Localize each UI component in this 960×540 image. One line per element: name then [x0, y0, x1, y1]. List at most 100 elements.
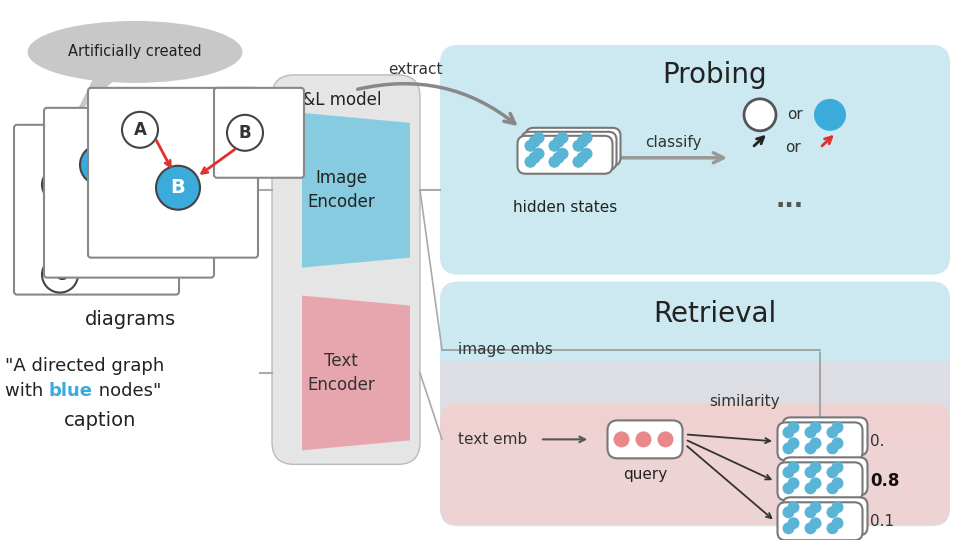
- FancyBboxPatch shape: [214, 88, 304, 178]
- Text: blue: blue: [48, 382, 92, 401]
- Circle shape: [787, 461, 800, 474]
- Circle shape: [804, 442, 817, 454]
- Circle shape: [581, 132, 592, 144]
- FancyBboxPatch shape: [778, 462, 862, 500]
- FancyBboxPatch shape: [517, 136, 612, 174]
- Text: caption: caption: [63, 411, 136, 430]
- Circle shape: [636, 431, 652, 447]
- Circle shape: [135, 195, 175, 235]
- Circle shape: [787, 421, 800, 434]
- Text: extract: extract: [388, 63, 443, 77]
- Circle shape: [524, 156, 537, 168]
- Circle shape: [831, 477, 844, 489]
- Text: ...: ...: [776, 188, 804, 212]
- Circle shape: [557, 132, 568, 144]
- Bar: [440, 361, 950, 441]
- Text: nodes": nodes": [93, 382, 161, 401]
- Circle shape: [831, 501, 844, 513]
- FancyBboxPatch shape: [440, 403, 950, 525]
- Circle shape: [577, 136, 588, 148]
- Circle shape: [557, 148, 568, 160]
- Text: diagrams: diagrams: [84, 309, 176, 328]
- Circle shape: [827, 507, 838, 518]
- FancyBboxPatch shape: [782, 457, 868, 495]
- Circle shape: [529, 136, 540, 148]
- Circle shape: [787, 477, 800, 489]
- Circle shape: [782, 522, 795, 534]
- FancyBboxPatch shape: [782, 417, 868, 455]
- FancyBboxPatch shape: [44, 108, 214, 278]
- Polygon shape: [302, 113, 410, 268]
- Circle shape: [804, 507, 817, 518]
- Text: similarity: similarity: [709, 394, 780, 409]
- Circle shape: [831, 421, 844, 434]
- Text: query: query: [623, 467, 667, 482]
- Text: A: A: [93, 156, 107, 174]
- FancyBboxPatch shape: [778, 422, 862, 460]
- Circle shape: [809, 477, 822, 489]
- Circle shape: [533, 148, 544, 160]
- Circle shape: [814, 99, 846, 131]
- Text: or: or: [785, 140, 801, 156]
- Text: "A directed graph: "A directed graph: [5, 357, 164, 375]
- Text: Artificially created: Artificially created: [68, 44, 202, 59]
- Polygon shape: [302, 295, 410, 450]
- FancyBboxPatch shape: [14, 125, 179, 295]
- Circle shape: [787, 517, 800, 529]
- Circle shape: [827, 427, 838, 438]
- Circle shape: [782, 467, 795, 478]
- Circle shape: [572, 140, 585, 152]
- Circle shape: [831, 517, 844, 529]
- FancyBboxPatch shape: [608, 421, 683, 458]
- Circle shape: [809, 461, 822, 474]
- Text: C: C: [54, 266, 66, 284]
- Circle shape: [533, 132, 544, 144]
- Circle shape: [782, 442, 795, 454]
- Circle shape: [92, 212, 128, 248]
- Text: Retrieval: Retrieval: [654, 300, 777, 328]
- FancyBboxPatch shape: [272, 75, 420, 464]
- Polygon shape: [75, 75, 115, 115]
- Circle shape: [572, 156, 585, 168]
- Circle shape: [553, 152, 564, 164]
- Circle shape: [787, 501, 800, 513]
- Circle shape: [122, 112, 158, 148]
- Circle shape: [804, 522, 817, 534]
- Circle shape: [581, 148, 592, 160]
- Text: Text
Encoder: Text Encoder: [307, 352, 374, 394]
- FancyBboxPatch shape: [778, 502, 862, 540]
- Circle shape: [827, 467, 838, 478]
- Circle shape: [809, 501, 822, 513]
- Circle shape: [577, 152, 588, 164]
- Circle shape: [613, 431, 630, 447]
- Ellipse shape: [28, 21, 243, 83]
- Circle shape: [809, 437, 822, 449]
- Circle shape: [42, 167, 78, 202]
- Circle shape: [831, 461, 844, 474]
- Text: B: B: [148, 206, 162, 224]
- Text: with: with: [5, 382, 49, 401]
- Circle shape: [804, 482, 817, 494]
- Circle shape: [548, 156, 561, 168]
- Circle shape: [524, 140, 537, 152]
- FancyBboxPatch shape: [440, 281, 950, 526]
- Circle shape: [782, 507, 795, 518]
- FancyBboxPatch shape: [521, 132, 616, 170]
- Circle shape: [809, 517, 822, 529]
- Circle shape: [529, 152, 540, 164]
- Text: 0.8: 0.8: [870, 472, 900, 490]
- FancyBboxPatch shape: [525, 128, 620, 166]
- Text: B: B: [239, 124, 252, 142]
- FancyBboxPatch shape: [88, 88, 258, 258]
- Circle shape: [827, 442, 838, 454]
- Circle shape: [782, 482, 795, 494]
- Circle shape: [827, 482, 838, 494]
- Circle shape: [809, 421, 822, 434]
- Text: 0.: 0.: [870, 434, 884, 449]
- Circle shape: [156, 166, 200, 210]
- Text: V&L model: V&L model: [291, 91, 381, 109]
- Circle shape: [831, 437, 844, 449]
- Circle shape: [227, 115, 263, 151]
- Circle shape: [782, 427, 795, 438]
- Text: A: A: [54, 176, 66, 194]
